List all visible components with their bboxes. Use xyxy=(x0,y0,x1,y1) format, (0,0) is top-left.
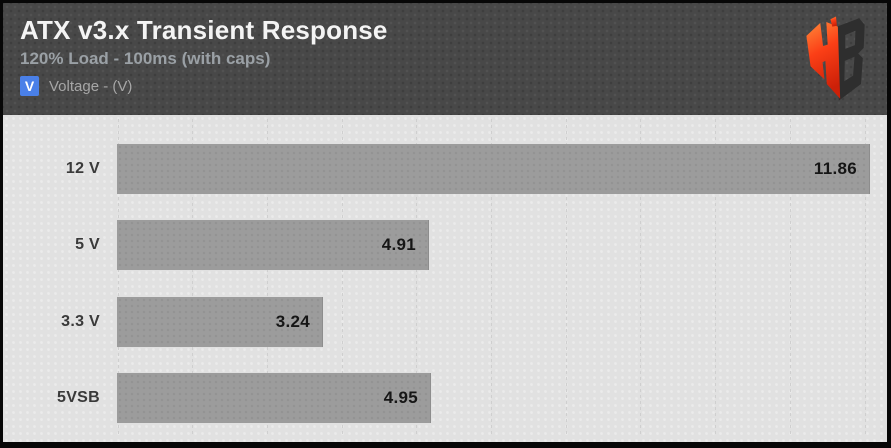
bar-3.3v: 3.24 xyxy=(117,296,323,347)
hardware-busters-logo-icon xyxy=(806,16,865,101)
bar-12v: 11.86 xyxy=(117,144,870,194)
gridline xyxy=(565,119,567,435)
chart-title: ATX v3.x Transient Response xyxy=(20,15,388,45)
category-label: 5VSB xyxy=(57,389,100,407)
value-label: 4.91 xyxy=(381,235,416,255)
gridline xyxy=(341,119,343,435)
chart-subtitle: 120% Load - 100ms (with caps) xyxy=(20,49,271,68)
value-label: 4.95 xyxy=(383,388,418,408)
gridline xyxy=(491,119,492,435)
gridline xyxy=(864,119,866,435)
chart-header: ATX v3.x Transient Response 120% Load - … xyxy=(3,3,887,115)
gridline xyxy=(266,119,268,435)
gridline xyxy=(715,119,717,435)
legend-label: Voltage - (V) xyxy=(49,77,133,95)
legend-voltage-swatch-icon: V xyxy=(20,76,39,96)
plot-area: 12 V 11.86 5 V 4.91 3.3 V 3.24 5VSB 4.95 xyxy=(3,115,887,442)
category-label: 3.3 V xyxy=(61,312,100,330)
value-label: 11.86 xyxy=(813,159,857,178)
gridline xyxy=(117,119,119,435)
category-label: 12 V xyxy=(65,160,100,177)
value-label: 3.24 xyxy=(275,311,310,331)
bar-5v: 4.91 xyxy=(117,220,429,271)
legend: V Voltage - (V) xyxy=(20,76,887,96)
bar-5vsb: 4.95 xyxy=(117,373,431,424)
gridline xyxy=(640,119,642,435)
category-label: 5 V xyxy=(75,236,100,254)
gridline xyxy=(789,119,791,435)
gridline xyxy=(192,119,194,435)
gridline xyxy=(416,119,418,435)
